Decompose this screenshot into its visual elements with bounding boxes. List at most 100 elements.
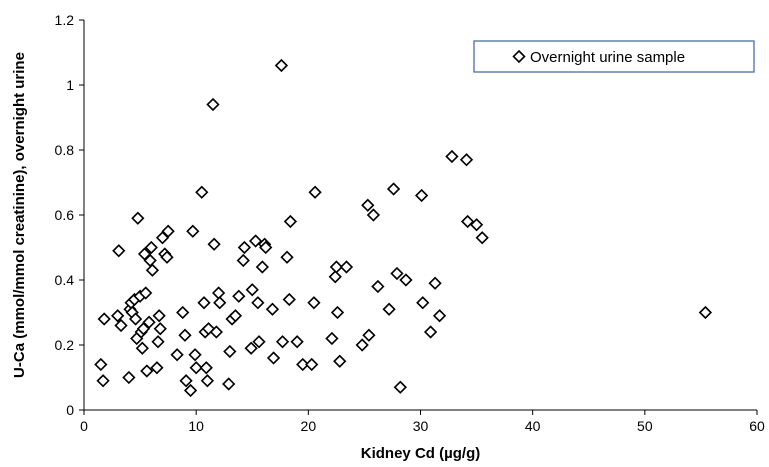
y-tick-label: 0 [66, 402, 74, 418]
y-tick-label: 0.4 [55, 272, 75, 288]
data-point [237, 240, 252, 255]
data-point [179, 374, 193, 388]
data-point [188, 348, 202, 362]
data-point [460, 214, 475, 229]
data-point [151, 335, 165, 349]
data-point [275, 335, 290, 349]
data-point [244, 341, 258, 355]
data-point [393, 380, 407, 394]
x-axis-title: Kidney Cd (µg/g) [361, 445, 480, 462]
data-point [475, 231, 489, 245]
data-point [333, 354, 347, 368]
data-point [366, 208, 381, 222]
data-point [282, 292, 296, 307]
data-point [112, 244, 126, 258]
legend-diamond-icon [512, 49, 526, 64]
legend-label: Overnight urine sample [530, 49, 685, 66]
data-point [428, 276, 442, 290]
data-point [122, 370, 136, 385]
y-axis-ticks: 0 0.2 0.4 0.6 0.8 1 1.2 [55, 12, 84, 418]
data-point [228, 309, 243, 323]
data-point [698, 305, 713, 320]
x-tick-label: 40 [525, 418, 541, 434]
data-point [139, 286, 153, 300]
data-point [96, 374, 110, 388]
data-point [307, 296, 321, 310]
data-point [399, 273, 413, 287]
data-point [135, 341, 149, 355]
x-tick-label: 30 [413, 418, 429, 434]
data-point [251, 296, 265, 310]
data-point [339, 260, 354, 274]
data-point [189, 361, 203, 375]
data-point [211, 286, 226, 300]
data-point [160, 250, 174, 264]
data-point [152, 309, 166, 323]
data-point [206, 97, 220, 112]
data-point [161, 224, 175, 238]
data-point [445, 149, 459, 164]
y-tick-label: 0.6 [55, 207, 75, 223]
data-point [252, 335, 266, 349]
data-point [259, 240, 273, 255]
data-point [432, 309, 447, 323]
x-tick-label: 50 [637, 418, 653, 434]
data-point [111, 309, 125, 323]
data-point [199, 361, 213, 375]
data-point [223, 344, 237, 359]
data-point [414, 188, 429, 203]
data-point [200, 374, 215, 388]
x-axis-ticks: 0 10 20 30 40 50 60 [80, 410, 765, 434]
data-point [186, 224, 200, 238]
data-point [248, 234, 263, 248]
data-point [274, 58, 289, 73]
data-points [94, 58, 713, 398]
data-point [131, 211, 145, 225]
data-point [176, 305, 190, 320]
data-point [142, 315, 156, 329]
data-point [207, 237, 221, 251]
data-point [153, 322, 167, 336]
data-point [328, 270, 342, 284]
data-point [265, 302, 280, 316]
data-point [178, 328, 192, 342]
data-point [114, 318, 128, 333]
y-tick-label: 0.8 [55, 142, 75, 158]
data-point [183, 383, 198, 398]
data-point [195, 185, 209, 199]
data-point [222, 377, 236, 391]
data-point [140, 364, 154, 378]
axes [83, 20, 757, 411]
y-tick-label: 1.2 [55, 12, 75, 28]
data-point [386, 182, 401, 196]
data-point [170, 348, 184, 362]
data-point [94, 357, 108, 372]
data-point [355, 338, 369, 352]
data-point [97, 312, 111, 326]
data-point [280, 250, 294, 264]
data-point [150, 361, 164, 375]
data-point [145, 263, 160, 277]
data-point [330, 305, 345, 320]
data-point [236, 253, 250, 268]
data-point [308, 185, 322, 199]
data-point [390, 266, 404, 281]
data-point [325, 331, 339, 346]
x-tick-label: 20 [301, 418, 317, 434]
data-point [361, 198, 375, 212]
data-point [362, 328, 376, 342]
data-point [296, 357, 310, 372]
legend: Overnight urine sample [473, 40, 755, 73]
data-point [283, 214, 298, 229]
data-point [423, 325, 438, 339]
data-point [290, 335, 304, 349]
data-point [469, 218, 484, 232]
data-point [382, 302, 396, 316]
data-point [329, 260, 344, 274]
data-point [209, 325, 223, 339]
y-axis-title: U-Ca (mmol/mmol creatinine), overnight u… [11, 52, 28, 378]
data-point [266, 351, 281, 365]
data-point [144, 240, 158, 255]
data-point [459, 153, 474, 167]
data-point [371, 279, 385, 294]
